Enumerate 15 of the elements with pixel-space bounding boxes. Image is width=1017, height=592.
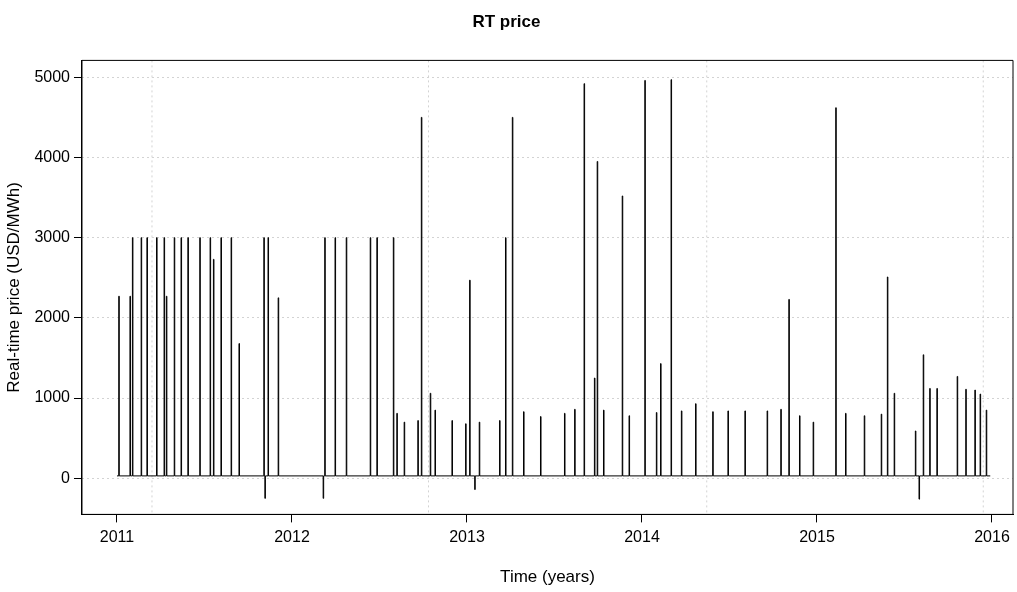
x-axis-title: Time (years): [500, 567, 595, 587]
y-axis-title: Real-time price (USD/MWh): [3, 182, 23, 393]
y-tick-label: 0: [61, 468, 71, 486]
x-tick-label: 2012: [274, 528, 310, 546]
x-tick-label: 2011: [99, 528, 135, 546]
x-tick-label: 2014: [624, 528, 660, 546]
y-tick-label: 4000: [34, 147, 71, 165]
x-tick-label: 2013: [449, 528, 485, 546]
y-tick-label: 3000: [34, 228, 71, 246]
y-tick-label: 5000: [34, 67, 71, 85]
x-tick-label: 2016: [974, 528, 1010, 546]
y-tick-label: 1000: [34, 388, 71, 406]
y-tick-label: 2000: [34, 308, 71, 326]
x-tick-label: 2015: [799, 528, 835, 546]
chart-title: RT price: [472, 11, 541, 31]
